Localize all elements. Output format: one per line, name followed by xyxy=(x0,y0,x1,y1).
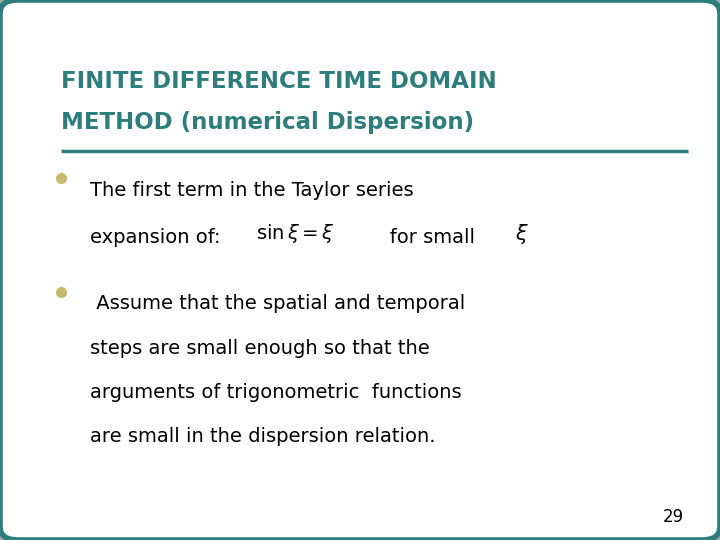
Text: $\sin\xi = \xi$: $\sin\xi = \xi$ xyxy=(256,222,335,246)
Text: 29: 29 xyxy=(662,508,684,526)
Text: arguments of trigonometric  functions: arguments of trigonometric functions xyxy=(90,383,462,402)
Text: are small in the dispersion relation.: are small in the dispersion relation. xyxy=(90,427,436,446)
Text: METHOD (numerical Dispersion): METHOD (numerical Dispersion) xyxy=(61,111,474,134)
Text: expansion of:: expansion of: xyxy=(90,228,233,247)
Text: steps are small enough so that the: steps are small enough so that the xyxy=(90,339,430,357)
Text: FINITE DIFFERENCE TIME DOMAIN: FINITE DIFFERENCE TIME DOMAIN xyxy=(61,70,497,93)
Text: $\xi$: $\xi$ xyxy=(515,222,528,246)
Text: Assume that the spatial and temporal: Assume that the spatial and temporal xyxy=(90,294,465,313)
Text: The first term in the Taylor series: The first term in the Taylor series xyxy=(90,181,413,200)
Text: for small: for small xyxy=(371,228,487,247)
